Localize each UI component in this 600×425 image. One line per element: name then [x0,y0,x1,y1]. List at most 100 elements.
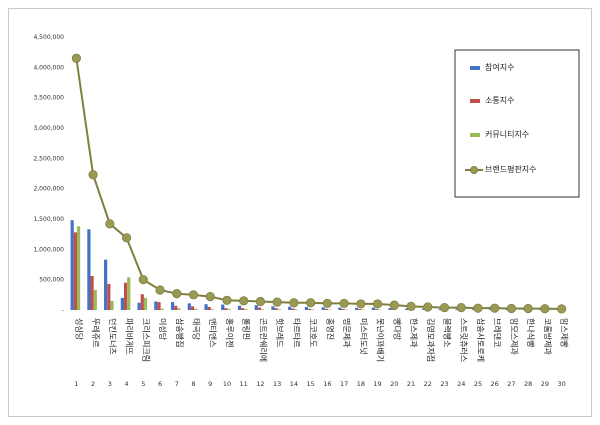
y-axis: - 500,000 1,000,000 1,500,000 2,000,000 2,500… [33,34,64,314]
legend-label: 브랜드평판지수 [485,164,537,174]
bar [388,308,392,310]
bar [73,232,77,310]
bar [87,229,91,310]
line-point [105,219,115,229]
line-point [289,298,299,308]
bar [154,301,158,310]
category-label: 앤티앤스 [208,318,218,347]
bar [311,309,315,310]
bar [254,305,258,310]
bar [93,289,97,310]
line-point [372,299,383,309]
bar [127,277,131,310]
category-label: 핫브레드 [275,318,285,347]
line-point [205,292,215,302]
legend-swatch [470,66,480,70]
line-point [540,304,550,314]
line-point [172,289,182,299]
line-point [306,298,316,308]
category-index: 9 [208,380,212,388]
y-tick-label: 3,500,000 [33,95,64,102]
line-point [222,295,232,305]
category-label: 맘모스제과 [509,318,519,355]
category-index: 29 [541,380,549,388]
line-point [406,301,416,311]
y-tick-label: 4,500,000 [33,34,64,41]
line-point [557,304,567,314]
line-point [88,170,98,180]
category-index: 12 [256,380,264,388]
bar [455,308,459,310]
line-point [490,303,500,313]
y-tick-label: 3,000,000 [33,125,64,132]
category-index: 17 [340,380,348,388]
category-label: 던킨도너츠 [108,318,118,355]
category-index: 5 [141,380,145,388]
category-index: 13 [273,380,281,388]
line-point [272,297,282,307]
category-index: 28 [524,380,532,388]
bar [308,308,312,310]
bar [341,308,345,310]
y-tick-label: 500,000 [39,277,64,284]
bar [371,307,375,310]
category-label: 미스터도넛 [359,318,368,355]
bar [405,308,409,310]
bar [104,259,108,310]
legend-label: 소통지수 [485,96,514,105]
category-index: 11 [240,380,248,388]
bar [241,308,245,310]
category-label: 뚜레쥬르 [91,318,100,347]
bar [110,300,114,310]
category-index: 6 [158,380,162,388]
bar [177,308,181,310]
bar [207,306,211,310]
category-index: 2 [91,380,95,388]
bar [237,305,242,310]
line-point [439,302,450,313]
category-label: 블랙빵소 [443,318,453,347]
category-label: 롤링핀 [242,318,252,340]
category-index: 21 [407,380,415,388]
legend-swatch [470,133,480,137]
bar [277,309,281,310]
bar [261,309,265,310]
category-label: 삼송빵집 [175,318,185,347]
legend-label: 커뮤니티지수 [485,129,529,139]
bar [194,308,198,310]
bar [221,304,225,310]
line-point [523,303,533,314]
category-label: 맘스제빵 [560,318,570,348]
category-index: 23 [440,380,448,388]
bar [244,309,248,310]
line-point [121,233,132,243]
bar [227,309,231,310]
line-point [389,300,399,310]
bar [70,220,74,310]
category-label: 스트릿츄러스 [459,318,469,362]
line-point [456,302,466,313]
bar [304,306,309,310]
bar [174,305,178,310]
category-label: 브레댄코 [493,318,502,347]
category-label: 홍루이젠 [225,318,235,347]
category-index: 20 [390,380,398,388]
y-tick-label: 4,000,000 [33,64,64,71]
bar [140,294,144,310]
category-label: 못난이꽈배기 [376,318,386,362]
line-point [423,302,433,312]
bar [190,306,195,310]
category-index: 26 [491,380,499,388]
category-index: 1 [74,380,78,388]
category-index: 19 [373,380,381,388]
bar [358,309,362,310]
category-index: 3 [108,380,112,388]
category-index: 16 [323,380,331,388]
bar [257,307,262,310]
category-label: 태극당 [192,318,202,341]
category-index: 27 [507,380,515,388]
line-point [339,298,349,308]
y-tick-label: 1,500,000 [33,216,64,223]
legend-marker [470,166,478,174]
category-index: 24 [457,380,465,388]
